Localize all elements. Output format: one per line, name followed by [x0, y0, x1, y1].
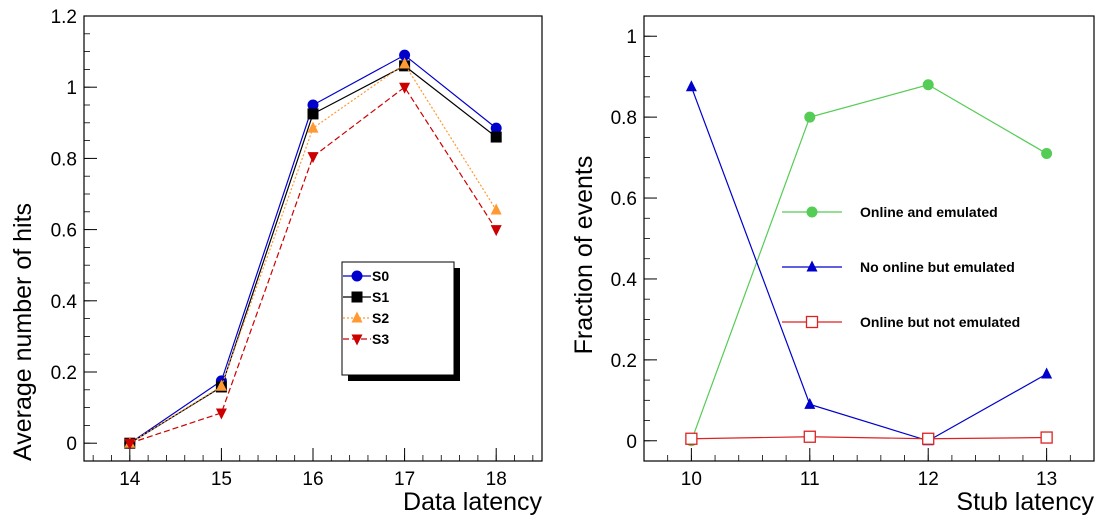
legend-marker-s1 [351, 291, 363, 303]
series-line-online-but-not-emulated [691, 436, 1047, 440]
x-tick-label: 15 [211, 469, 232, 490]
data-point-s0 [399, 49, 411, 61]
data-point-online-but-not-emulated [1040, 431, 1053, 444]
x-tick-label: 17 [394, 469, 415, 490]
y-tick-label: 0.2 [611, 351, 637, 372]
data-point-online-and-emulated [1041, 148, 1053, 160]
series-line-online-and-emulated [690, 84, 1047, 441]
plot-frame [643, 15, 1095, 462]
legend-label-s2: S2 [372, 310, 389, 326]
legend: S0 S1 S2 S3 [341, 261, 460, 381]
x-axis-title: Stub latency [956, 488, 1094, 516]
y-tick-label: 0.4 [611, 270, 638, 291]
legend-label-s3: S3 [372, 331, 389, 347]
legend-marker-s0 [351, 270, 363, 282]
x-tick-label: 18 [486, 469, 507, 490]
data-point-online-and-emulated [922, 79, 934, 91]
legend-marker-s3 [351, 334, 363, 346]
data-point-s1 [490, 131, 502, 143]
y-tick-label: 0.6 [611, 189, 637, 210]
y-tick-label: 1.2 [51, 7, 77, 28]
series-line-s3 [129, 86, 497, 444]
data-point-s0 [307, 99, 319, 111]
legend-label-no-online-but-emulated: No online but emulated [860, 259, 1015, 275]
series-line-s2 [129, 63, 497, 444]
data-point-online-but-not-emulated [922, 432, 935, 445]
legend-marker-s2 [351, 311, 363, 323]
legend-label-s1: S1 [372, 289, 389, 305]
legend-marker-online-but-not-emulated [805, 315, 819, 329]
y-axis-title: Fraction of events [570, 156, 598, 355]
legend-label-online-but-not-emulated: Online but not emulated [860, 314, 1020, 330]
y-tick-label: 0.4 [51, 292, 78, 313]
data-point-s3 [124, 438, 136, 450]
legend-marker-online-and-emulated [806, 206, 818, 218]
data-point-online-but-not-emulated [803, 430, 816, 443]
data-point-no-online-but-emulated [685, 80, 697, 92]
legend-label-online-and-emulated: Online and emulated [860, 204, 998, 220]
data-point-s2 [307, 121, 319, 133]
data-point-s3 [215, 408, 227, 420]
y-tick-label: 1 [66, 78, 77, 99]
data-point-online-but-not-emulated [685, 432, 698, 445]
data-point-s1 [307, 108, 319, 120]
legend-label-s0: S0 [372, 268, 389, 284]
data-point-s3 [490, 225, 502, 237]
x-tick-label: 11 [800, 469, 820, 490]
y-tick-label: 0.8 [51, 149, 77, 170]
data-point-s3 [307, 152, 319, 164]
legend: Online and emulated No online but emulate… [782, 204, 1020, 330]
series-line-no-online-but-emulated [690, 86, 1047, 442]
x-tick-label: 16 [302, 469, 323, 490]
y-tick-label: 0.2 [51, 363, 77, 384]
axis-ticks: 10 11 12 13 0 0.2 0.4 0.6 0.8 1 [611, 15, 1095, 490]
chart-average-hits: 14 15 16 17 18 0 0.2 0.4 0.6 0.8 1 1.2 S0 S1 S2 S3 Dat… [9, 7, 543, 516]
x-tick-label: 13 [1036, 469, 1057, 490]
chart-fraction-events: 10 11 12 13 0 0.2 0.4 0.6 0.8 1 Online and emulat… [570, 15, 1095, 516]
series-layer [685, 79, 1053, 447]
y-tick-label: 0 [626, 432, 637, 453]
x-tick-label: 14 [119, 469, 141, 490]
x-tick-label: 12 [918, 469, 939, 490]
data-point-s2 [215, 379, 227, 391]
data-point-s2 [490, 203, 502, 215]
data-point-s2 [399, 57, 411, 69]
x-axis-title: Data latency [403, 488, 542, 516]
x-tick-label: 10 [681, 469, 702, 490]
legend-marker-no-online-but-emulated [806, 260, 818, 272]
series-layer [124, 49, 502, 450]
y-tick-label: 0.8 [611, 108, 637, 129]
data-point-online-and-emulated [804, 111, 816, 123]
y-axis-title: Average number of hits [9, 203, 37, 461]
y-tick-label: 0 [66, 434, 77, 455]
data-point-s0 [490, 122, 502, 134]
axis-ticks: 14 15 16 17 18 0 0.2 0.4 0.6 0.8 1 1.2 [51, 7, 534, 490]
plot-frame [83, 15, 543, 462]
data-point-no-online-but-emulated [1041, 367, 1053, 379]
data-point-s3 [399, 82, 411, 94]
y-tick-label: 1 [626, 27, 637, 48]
data-point-no-online-but-emulated [804, 397, 816, 409]
y-tick-label: 0.6 [51, 221, 77, 242]
